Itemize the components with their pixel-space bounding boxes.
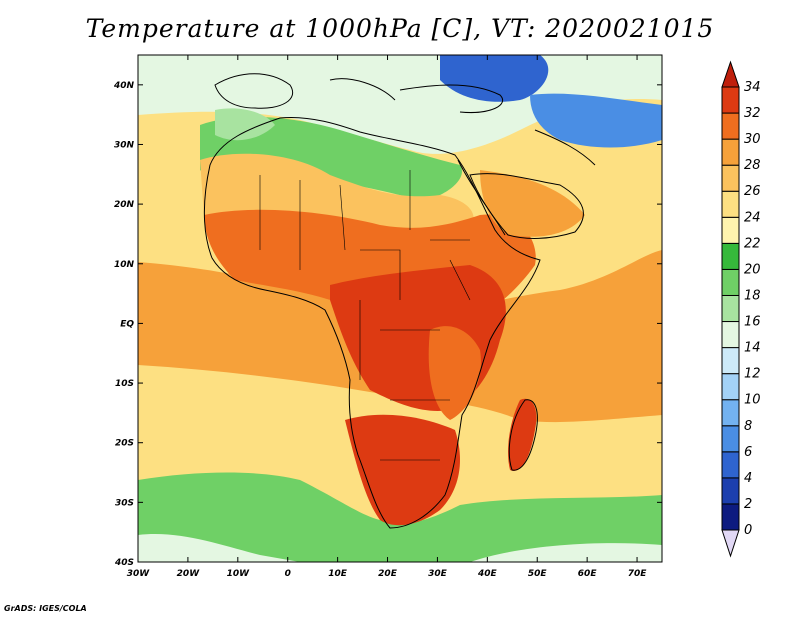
grads-credit: GrADS: IGES/COLA: [4, 604, 87, 613]
colorbar-label: 14: [744, 341, 761, 356]
colorbar-upper-arrow: [721, 60, 740, 88]
y-tick-label: 30S: [115, 498, 134, 508]
y-tick-label: 40N: [113, 81, 135, 91]
colorbar-swatch: [721, 373, 740, 401]
temperature-region-far-south: [138, 534, 662, 562]
coastline-path: [534, 129, 596, 166]
plot-frame: [137, 54, 663, 563]
colorbar-label: 32: [744, 106, 761, 121]
colorbar-label: 6: [744, 445, 752, 460]
colorbar-label: 16: [744, 315, 761, 330]
colorbar-swatch: [721, 477, 740, 505]
coastline-path: [329, 78, 503, 114]
coastline-path: [214, 73, 293, 109]
colorbar-label: 24: [744, 210, 761, 225]
colorbar-label: 0: [744, 523, 752, 538]
colorbar-swatch: [721, 164, 740, 192]
colorbar-label: 2: [744, 497, 752, 512]
colorbar-swatch: [721, 503, 740, 531]
colorbar-label: 8: [744, 419, 752, 434]
coastline-layer: [203, 73, 596, 529]
x-tick-label: 30W: [127, 569, 151, 579]
colorbar-swatch: [721, 242, 740, 270]
y-tick-label: 40S: [114, 558, 134, 568]
colorbar-label: 10: [744, 393, 761, 408]
colorbar-swatch: [721, 294, 740, 323]
x-tick-label: 10W: [227, 569, 251, 579]
colorbar-swatch: [721, 138, 740, 166]
colorbar-swatch: [721, 86, 740, 114]
colorbar-label: 12: [744, 367, 761, 382]
colorbar-label: 28: [744, 158, 761, 173]
coastline-path: [457, 159, 506, 236]
x-tick-label: 20E: [378, 569, 398, 579]
colorbar-swatch: [721, 321, 740, 349]
x-tick-label: 40E: [477, 569, 498, 579]
temperature-region-turkey-and-caucasus: [440, 55, 549, 102]
x-tick-label: 30E: [428, 569, 448, 579]
colorbar-swatch: [721, 399, 740, 427]
country-border: [360, 249, 401, 300]
colorbar-label: 18: [744, 288, 761, 303]
x-tick-label: 50E: [528, 569, 548, 579]
colorbar-label: 20: [744, 262, 761, 277]
temperature-region-arabia-south: [480, 170, 585, 237]
coastline-path: [508, 399, 538, 471]
temperature-region-atlas-morocco: [215, 108, 275, 141]
colorbar-swatch: [721, 190, 740, 218]
axes: 30W 20W 10W 0 10E 20E 30E 40E 50E 60E 70E 40N 30N 20N…: [113, 55, 662, 579]
colorbar-label: 26: [744, 184, 761, 199]
x-tick-label: 70E: [628, 569, 648, 579]
x-tick-label: 0: [285, 569, 291, 579]
plot-area: [138, 55, 662, 562]
colorbar-swatch: [721, 347, 740, 375]
country-border: [339, 184, 346, 251]
temperature-region-southern-ocean-cool: [138, 472, 662, 562]
colorbar-label: 30: [744, 132, 761, 147]
colorbar-swatch: [721, 216, 740, 244]
map-title: Temperature at 1000hPa [C], VT: 20200210…: [85, 14, 715, 43]
temperature-region-east-africa-highlands: [428, 326, 481, 420]
y-tick-label: 10N: [114, 260, 135, 270]
x-tick-label: 10E: [328, 569, 348, 579]
colorbar-label: 22: [744, 236, 761, 251]
y-tick-label: 30N: [114, 140, 135, 150]
y-tick-label: EQ: [120, 319, 134, 329]
x-tick-label: 20W: [177, 569, 201, 579]
y-tick-label: 20N: [114, 200, 135, 210]
colorbar-swatch: [721, 268, 740, 296]
temperature-region-madagascar: [508, 398, 537, 471]
colorbar-label: 4: [744, 471, 752, 486]
x-tick-label: 60E: [578, 569, 598, 579]
y-tick-label: 10S: [115, 379, 134, 389]
colorbar-label: 34: [744, 80, 761, 95]
y-tick-label: 20S: [115, 439, 134, 449]
colorbar-swatch: [721, 112, 740, 140]
colorbar-swatch: [721, 451, 740, 479]
country-border: [449, 259, 471, 301]
temperature-region-iran-plateau: [530, 93, 662, 148]
colorbar-swatch: [721, 425, 740, 453]
coastline-path: [203, 116, 541, 529]
colorbar-lower-arrow: [721, 529, 740, 558]
